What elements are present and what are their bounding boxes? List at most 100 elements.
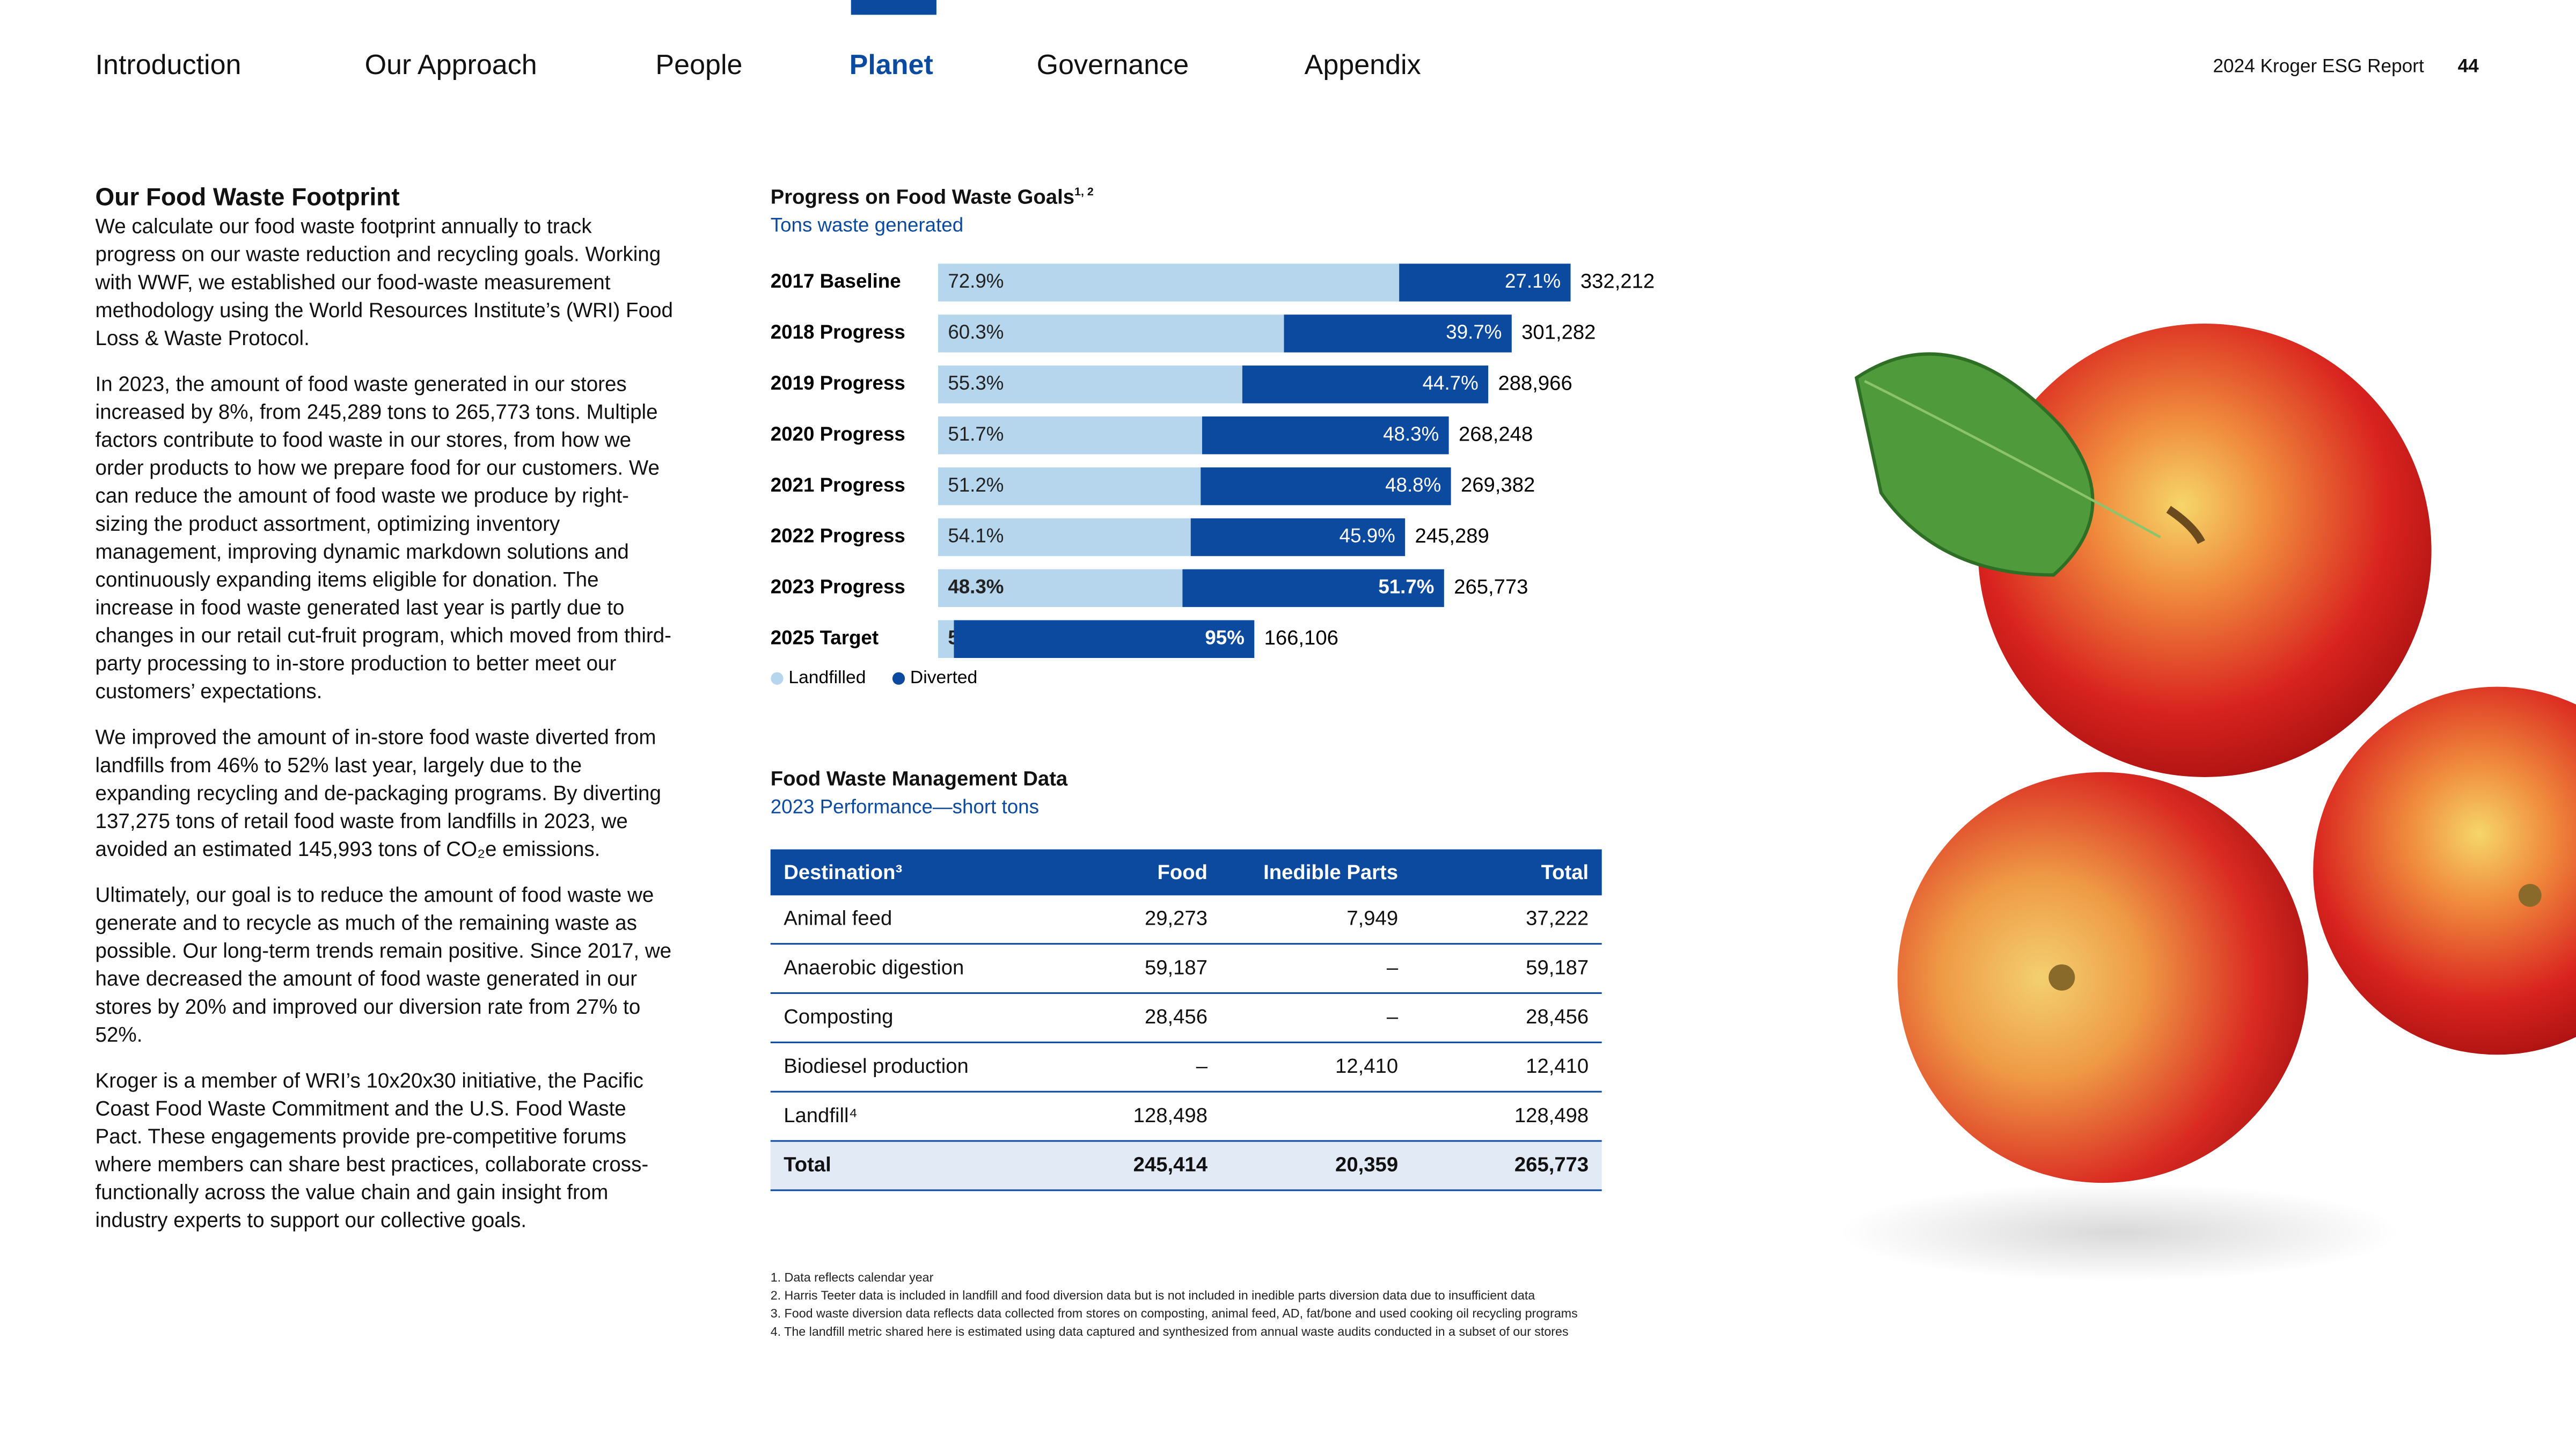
table-header: Destination³ Food Inedible Parts Total xyxy=(770,849,1602,896)
value-label: 51.2% xyxy=(948,474,1004,496)
bar-segment xyxy=(1284,314,1512,353)
total-label: 269,382 xyxy=(1461,473,1535,496)
nav-item[interactable]: Appendix xyxy=(1304,49,1421,80)
table-total-row: Total 245,414 20,359 265,773 xyxy=(770,1141,1602,1191)
chart-title-text: Progress on Food Waste Goals xyxy=(770,185,1075,209)
category-label: 2019 Progress xyxy=(771,372,905,394)
table-cell: 29,273 xyxy=(1144,906,1208,930)
value-label: 27.1% xyxy=(1505,270,1561,292)
paragraph: In 2023, the amount of food waste genera… xyxy=(95,372,672,704)
table-cell: 12,410 xyxy=(1335,1055,1399,1078)
value-label: 48.3% xyxy=(948,576,1004,598)
table-cell: 128,498 xyxy=(1133,1104,1208,1127)
table-cell: Inedible Parts xyxy=(1263,861,1399,884)
total-label: 265,773 xyxy=(1454,575,1528,598)
category-label: 2025 Target xyxy=(771,627,879,649)
table-cell: 20,359 xyxy=(1335,1153,1399,1176)
paragraph: We calculate our food waste footprint an… xyxy=(95,215,673,350)
table-cell: 7,949 xyxy=(1346,906,1399,930)
nav-item[interactable]: Planet xyxy=(849,49,933,80)
legend-label: Diverted xyxy=(910,668,977,687)
table-row: Anaerobic digestion 59,187 – 59,187 xyxy=(770,945,1602,994)
total-label: 332,212 xyxy=(1580,270,1655,293)
nav-item[interactable]: Our Approach xyxy=(364,49,537,80)
legend-swatch xyxy=(892,672,905,685)
nav-item[interactable]: Introduction xyxy=(95,49,241,80)
chart-title-note: 1, 2 xyxy=(1074,187,1094,199)
bar-segment xyxy=(938,416,1202,455)
paragraph: We improved the amount of in-store food … xyxy=(95,726,661,861)
table-cell: 128,498 xyxy=(1514,1104,1589,1127)
footnote: 4. The landfill metric shared here is es… xyxy=(770,1324,1569,1339)
table-cell: 265,773 xyxy=(1514,1153,1589,1176)
value-label: 55.3% xyxy=(948,372,1004,394)
value-label: 48.8% xyxy=(1385,474,1441,496)
body-text: Our Food Waste Footprint We calculate ou… xyxy=(96,184,674,1254)
bar-segment xyxy=(954,620,1255,658)
table-cell: Biodiesel production xyxy=(784,1055,969,1078)
data-table: Destination³ Food Inedible Parts Total Anima… xyxy=(770,849,1602,1191)
table-row: Biodiesel production – 12,410 12,410 xyxy=(770,1043,1602,1093)
bar-segment xyxy=(938,264,1400,302)
total-label: 268,248 xyxy=(1459,422,1533,445)
table-cell: 59,187 xyxy=(1144,956,1208,979)
report-name: 2024 Kroger ESG Report xyxy=(2213,57,2424,77)
footnote: 3. Food waste diversion data reflects da… xyxy=(770,1306,1578,1321)
bar-segment xyxy=(1202,416,1449,455)
table-cell: Anaerobic digestion xyxy=(784,956,964,979)
bar-segment xyxy=(1201,467,1451,506)
category-label: 2023 Progress xyxy=(771,576,905,598)
value-label: 51.7% xyxy=(948,423,1004,445)
table-row: Composting 28,456 – 28,456 xyxy=(770,994,1602,1043)
value-label: 48.3% xyxy=(1383,423,1439,445)
value-label: 60.3% xyxy=(948,321,1004,343)
legend-label: Landfilled xyxy=(788,668,866,687)
total-label: 288,966 xyxy=(1498,371,1572,394)
nav-item[interactable]: Governance xyxy=(1036,49,1189,80)
bar-segment xyxy=(1242,365,1489,404)
category-label: 2022 Progress xyxy=(771,525,905,547)
table-cell: – xyxy=(1196,1055,1208,1078)
table-cell: Total xyxy=(1541,861,1589,884)
table-cell: 59,187 xyxy=(1526,956,1589,979)
nav-item[interactable]: People xyxy=(655,49,743,80)
table-cell: 37,222 xyxy=(1526,906,1589,930)
total-label: 245,289 xyxy=(1415,524,1489,547)
value-label: 54.1% xyxy=(948,525,1004,547)
table-cell: 28,456 xyxy=(1526,1005,1589,1029)
bar-segment xyxy=(938,365,1242,404)
chart-title: Progress on Food Waste Goals1, 2 xyxy=(771,186,1094,209)
table-cell: – xyxy=(1386,956,1399,979)
total-label: 301,282 xyxy=(1521,321,1596,344)
bar-segment xyxy=(938,314,1284,353)
chart: 2017 Baseline 72.9% 27.1% 332,212 2018 Progr… xyxy=(771,264,1655,687)
category-label: 2020 Progress xyxy=(771,423,905,445)
table-cell: Landfill⁴ xyxy=(784,1104,858,1127)
table-subtitle: 2023 Performance—short tons xyxy=(770,795,1039,818)
table-cell: Food xyxy=(1157,861,1208,884)
table-cell: 28,456 xyxy=(1144,1005,1208,1029)
category-label: 2021 Progress xyxy=(771,474,905,496)
bar-segment xyxy=(938,620,954,658)
paragraph: Kroger is a member of WRI’s 10x20x30 ini… xyxy=(95,1069,649,1232)
paragraph: Ultimately, our goal is to reduce the am… xyxy=(95,883,672,1046)
table-cell: – xyxy=(1386,1005,1399,1029)
total-label: 166,106 xyxy=(1264,626,1338,649)
value-label: 44.7% xyxy=(1423,372,1479,394)
table-cell: Animal feed xyxy=(784,906,892,930)
heading: Our Food Waste Footprint xyxy=(95,184,400,212)
footnote: 1. Data reflects calendar year xyxy=(770,1270,934,1285)
value-label: 39.7% xyxy=(1446,321,1502,343)
bar-segment xyxy=(938,467,1201,506)
active-tab-marker xyxy=(851,0,936,15)
value-label: 72.9% xyxy=(948,270,1004,292)
chart-subtitle: Tons waste generated xyxy=(770,213,964,237)
table-title: Food Waste Management Data xyxy=(770,767,1068,791)
table-row: Landfill⁴ 128,498 128,498 xyxy=(770,1093,1602,1142)
page-number: 44 xyxy=(2457,57,2479,77)
legend-swatch xyxy=(771,672,784,685)
table-cell: Destination³ xyxy=(784,861,903,884)
table-cell: 12,410 xyxy=(1526,1055,1589,1078)
